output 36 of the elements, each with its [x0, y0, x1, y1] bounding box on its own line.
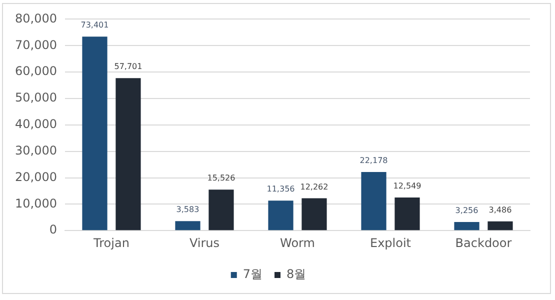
data-label: 12,549	[393, 182, 422, 191]
y-tick-label: 40,000	[14, 117, 57, 132]
bar	[175, 221, 200, 230]
legend-label: 7월	[242, 267, 263, 282]
x-tick-label: Worm	[280, 236, 315, 250]
y-tick-label: 20,000	[14, 170, 57, 184]
bar	[394, 197, 420, 230]
data-label: 3,486	[488, 205, 512, 214]
bar	[454, 222, 480, 230]
bar	[116, 78, 141, 230]
legend-label: 8월	[286, 267, 306, 282]
data-label: 11,356	[266, 184, 295, 194]
y-tick-label: 30,000	[14, 143, 57, 158]
y-tick-label: 10,000	[14, 196, 57, 210]
data-label: 57,701	[114, 62, 142, 72]
data-label: 15,526	[207, 174, 236, 183]
data-label: 3,256	[455, 206, 478, 216]
bar	[82, 36, 108, 230]
bar	[488, 221, 513, 230]
bar	[268, 200, 294, 230]
data-label: 73,401	[80, 20, 109, 30]
x-tick-label: Trojan	[92, 236, 130, 250]
bar	[208, 190, 234, 230]
data-label: 3,583	[176, 205, 200, 214]
x-tick-label: Exploit	[370, 236, 412, 250]
data-label: 22,178	[360, 156, 388, 166]
y-tick-label: 0	[49, 222, 57, 237]
bar	[361, 172, 386, 230]
y-tick-label: 60,000	[14, 64, 57, 78]
data-label: 12,262	[300, 182, 328, 192]
bar	[302, 198, 327, 230]
y-tick-label: 80,000	[14, 11, 57, 26]
y-tick-label: 70,000	[14, 38, 57, 52]
x-tick-label: Backdoor	[455, 236, 512, 250]
x-tick-label: Virus	[189, 236, 220, 250]
y-tick-label: 50,000	[14, 90, 57, 105]
